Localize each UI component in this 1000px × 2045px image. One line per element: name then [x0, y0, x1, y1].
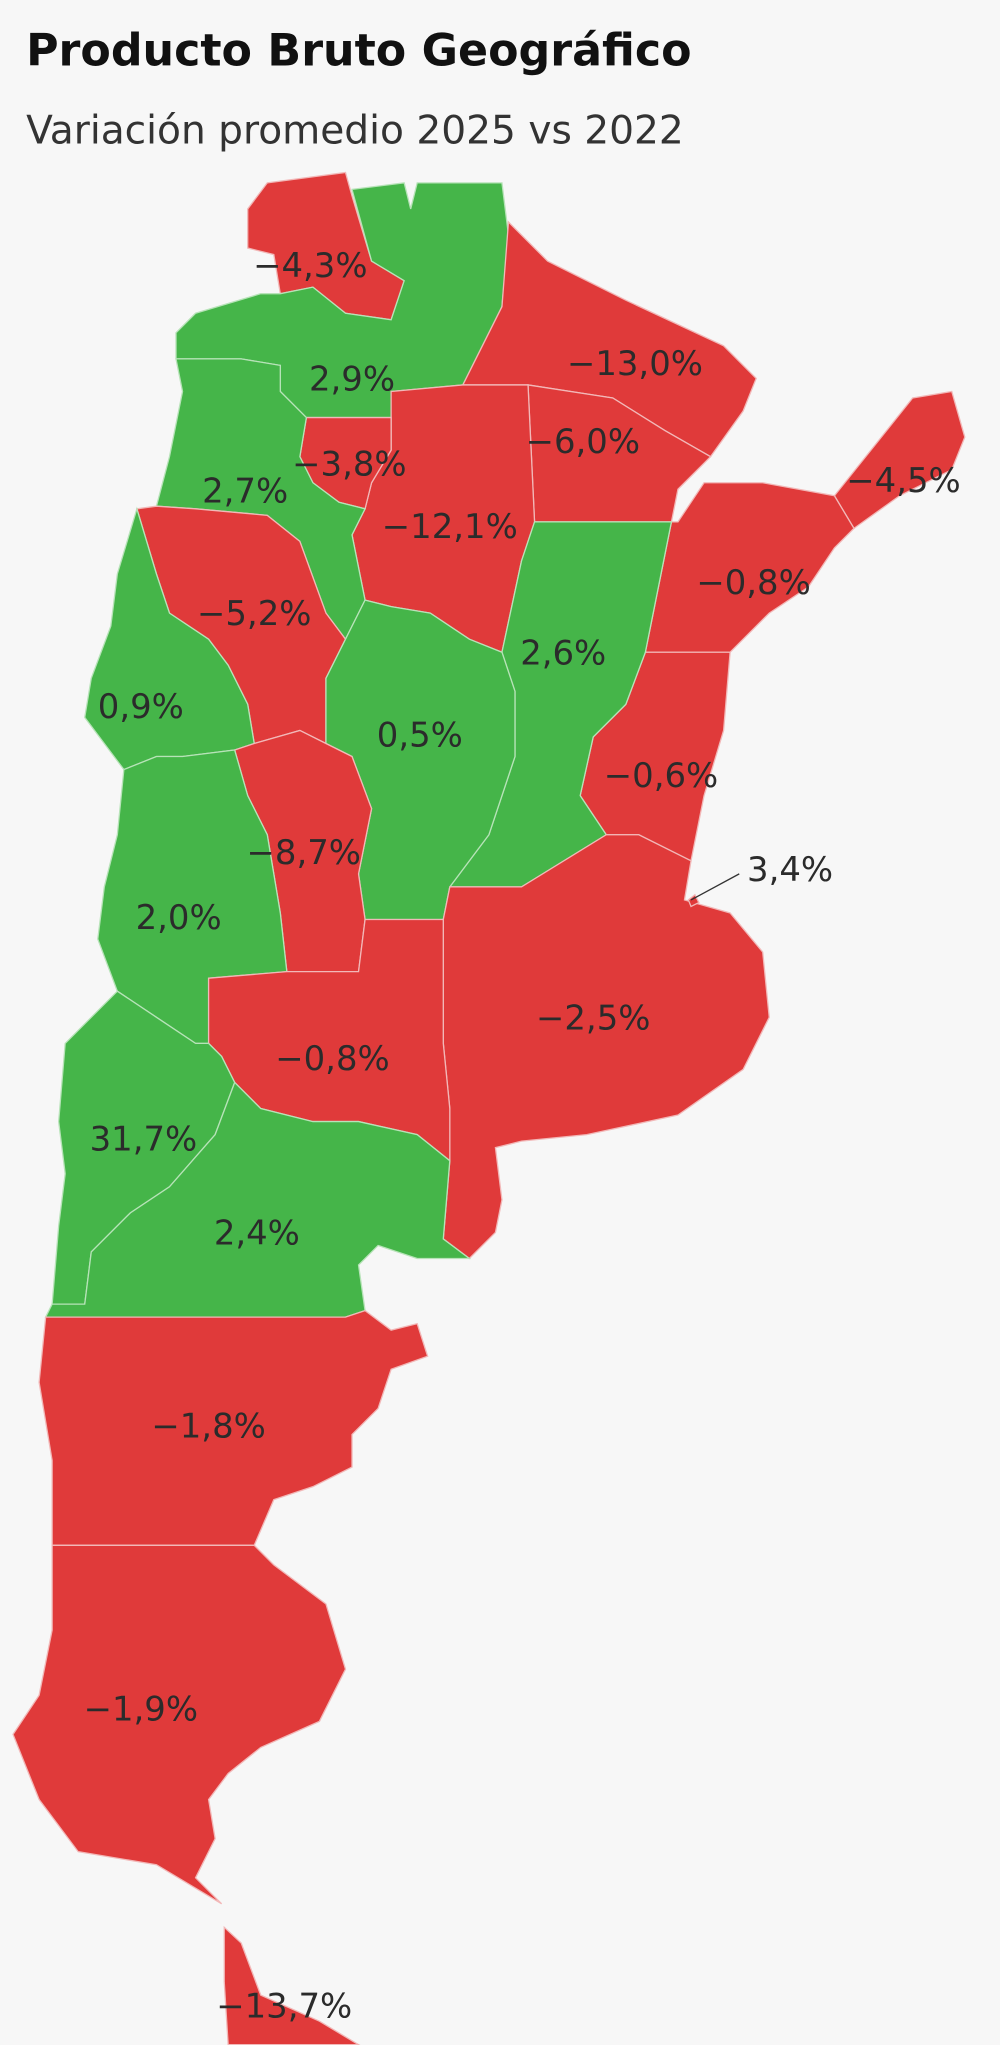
region-label: −0,6%	[604, 756, 718, 795]
region-label: −1,9%	[84, 1689, 198, 1728]
region-label: −12,1%	[382, 507, 518, 546]
province	[38, 1309, 429, 1546]
region-label: −2,5%	[536, 998, 650, 1037]
title: Producto Bruto Geográfico	[26, 26, 691, 77]
region-label: 3,4%	[747, 850, 833, 889]
province	[833, 390, 966, 530]
region-label: −0,8%	[275, 1039, 389, 1078]
region-label: 2,4%	[214, 1214, 300, 1253]
province	[442, 834, 770, 1260]
region-label: 0,5%	[377, 715, 463, 754]
region-label: −8,7%	[247, 833, 361, 872]
region-label: −6,0%	[526, 422, 640, 461]
region-label: 2,6%	[520, 633, 606, 672]
region-label: 2,0%	[136, 898, 222, 937]
region-label: −4,5%	[846, 461, 960, 500]
region-label: −1,8%	[151, 1406, 265, 1445]
region-label: −5,2%	[197, 594, 311, 633]
region-label: 2,7%	[202, 472, 288, 511]
region-label: 31,7%	[90, 1120, 198, 1159]
provinces	[12, 171, 966, 2045]
subtitle: Variación promedio 2025 vs 2022	[26, 109, 684, 154]
region-label: −13,7%	[216, 1987, 352, 2026]
region-label: −4,3%	[253, 246, 367, 285]
province	[223, 1925, 361, 2045]
province	[44, 1081, 472, 1318]
region-label: −3,8%	[292, 444, 406, 483]
labels: −4,3% 2,9% −13,0% −6,0% −3,8% 2,7% −12,1…	[84, 246, 961, 2026]
region-label: 2,9%	[309, 360, 395, 399]
leader-line	[690, 873, 740, 901]
region-label: −13,0%	[567, 344, 703, 383]
region-label: −0,8%	[696, 563, 810, 602]
province	[12, 1544, 347, 1905]
region-label: 0,9%	[98, 687, 184, 726]
